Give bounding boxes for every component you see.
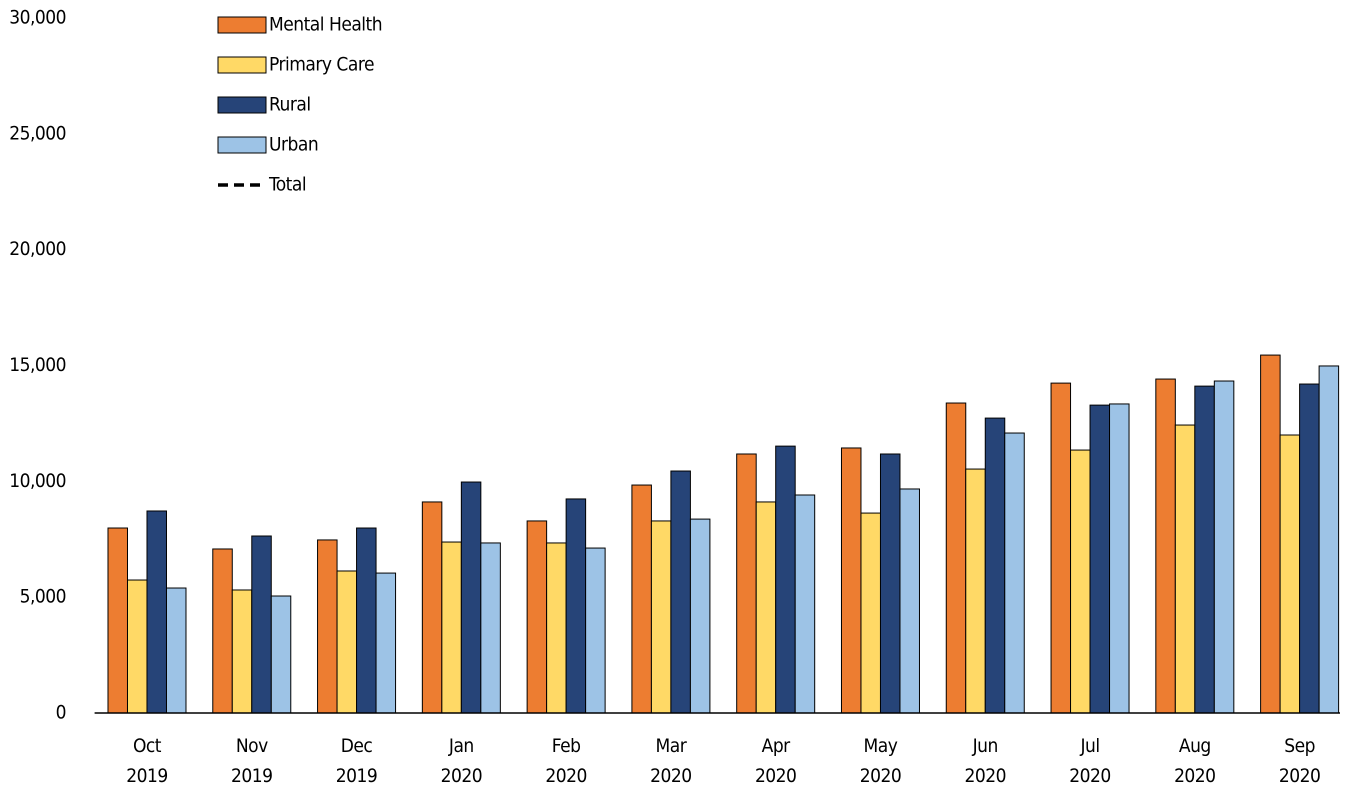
x-tick-label: Jan 2020 [441, 735, 483, 787]
bar [775, 445, 796, 714]
y-tick-label: 10,000 [9, 470, 66, 492]
bar [565, 498, 587, 714]
legend-swatch [217, 136, 267, 154]
bar [146, 510, 167, 714]
x-tick-label: May 2020 [860, 735, 902, 787]
bar [251, 535, 272, 714]
x-tick-label: Oct 2019 [126, 735, 168, 787]
x-tick-label: Apr 2020 [755, 735, 797, 787]
legend-swatch [217, 56, 267, 74]
bar [879, 453, 901, 714]
x-tick-label: Aug 2020 [1174, 735, 1216, 787]
bar [1089, 404, 1111, 714]
y-tick-label: 0 [56, 702, 66, 724]
bar [212, 548, 233, 714]
bar [1109, 403, 1130, 714]
bar [585, 547, 606, 714]
bar [860, 512, 881, 714]
bar [840, 447, 862, 714]
bar [460, 481, 482, 714]
x-tick-label: Jun 2020 [965, 735, 1007, 787]
legend-label: Rural [269, 94, 311, 116]
bar [480, 542, 501, 714]
bar [421, 501, 443, 714]
bar [965, 468, 986, 714]
bar [689, 518, 711, 714]
bar [1070, 449, 1091, 714]
bar [546, 542, 567, 714]
bar [270, 595, 292, 714]
bar [356, 527, 377, 714]
bar [631, 484, 652, 714]
bar [526, 520, 548, 714]
bar [1260, 354, 1281, 714]
legend-label: Urban [269, 134, 318, 156]
y-tick-label: 25,000 [9, 122, 66, 144]
y-tick-label: 15,000 [9, 354, 66, 376]
bar [736, 453, 757, 714]
bar [1155, 378, 1176, 714]
bar [317, 539, 338, 714]
bar [1318, 365, 1340, 714]
y-tick-label: 20,000 [9, 238, 66, 260]
bar [441, 541, 462, 714]
bar [126, 579, 148, 714]
x-tick-label: Dec 2019 [336, 735, 378, 787]
x-tick-label: Mar 2020 [650, 735, 692, 787]
bar [984, 417, 1006, 714]
bar [945, 402, 967, 714]
bar [165, 587, 187, 714]
legend-label: Total [268, 174, 306, 196]
bar [670, 470, 691, 714]
bar [1050, 382, 1072, 714]
bar [1279, 434, 1301, 714]
bar [650, 520, 672, 714]
bar [1004, 432, 1025, 714]
y-tick-label: 30,000 [9, 7, 66, 29]
bar [755, 501, 777, 714]
legend-label: Primary Care [269, 54, 374, 76]
bar [1299, 383, 1320, 714]
x-tick-label: Jul 2020 [1069, 735, 1111, 787]
bar [336, 570, 358, 714]
bar [1213, 380, 1235, 714]
legend-swatch [217, 16, 267, 34]
x-tick-label: Sep 2020 [1279, 735, 1321, 787]
y-tick-label: 5,000 [20, 586, 66, 608]
bar [1174, 424, 1196, 714]
bar [231, 589, 253, 714]
bar [899, 488, 920, 714]
x-tick-label: Nov 2019 [231, 735, 273, 787]
bar [1194, 385, 1215, 714]
x-tick-label: Feb 2020 [545, 735, 587, 787]
bar [107, 527, 128, 714]
bar [375, 572, 397, 714]
legend-swatch [217, 96, 267, 114]
legend-label: Mental Health [269, 14, 382, 36]
bar [794, 494, 816, 714]
